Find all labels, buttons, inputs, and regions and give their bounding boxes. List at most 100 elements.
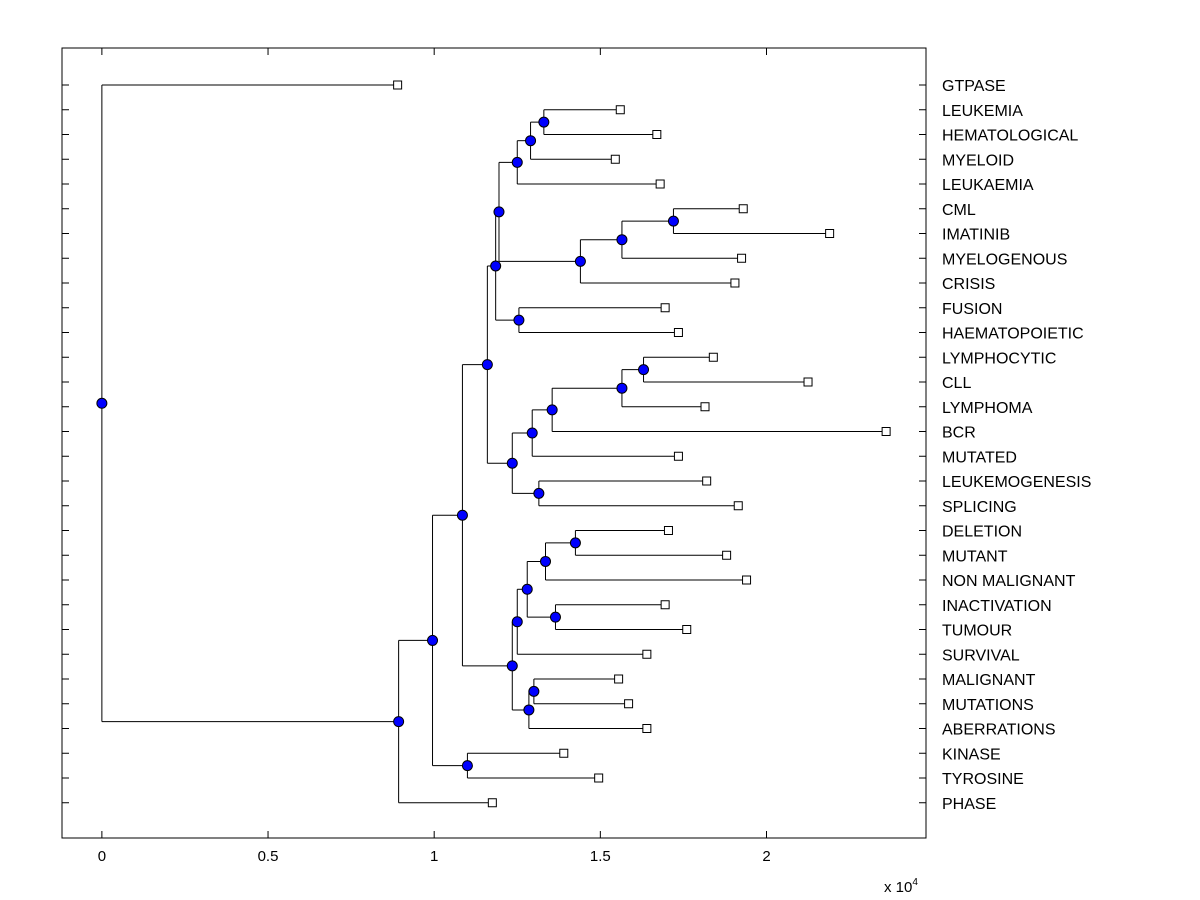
leaf-label: DELETION	[942, 524, 1022, 541]
x-tick-label: 1.5	[590, 848, 611, 865]
leaf-node	[730, 278, 740, 288]
leaf-node	[682, 625, 692, 634]
merge-node	[540, 555, 552, 567]
leaf-label: MYELOID	[942, 152, 1014, 169]
merge-node	[96, 397, 108, 409]
merge-node	[506, 660, 518, 672]
leaf-node	[393, 80, 403, 90]
leaf-label: NON MALIGNANT	[942, 573, 1076, 590]
merge-node	[525, 135, 537, 147]
merge-node	[574, 255, 586, 267]
leaf-label: MUTATED	[942, 449, 1017, 466]
x-tick-label: 0.5	[258, 848, 279, 865]
merge-node	[538, 116, 550, 128]
leaf-node	[825, 229, 835, 238]
leaf-node	[737, 253, 747, 263]
leaf-node	[559, 748, 569, 758]
merge-node	[526, 427, 538, 439]
x-axis-multiplier-base: x 10	[884, 879, 912, 896]
leaf-label: CML	[942, 202, 976, 219]
leaf-label: IMATINIB	[942, 227, 1010, 244]
leaf-node	[652, 130, 662, 139]
leaf-node	[660, 303, 670, 313]
leaf-label: LYMPHOCYTIC	[942, 350, 1056, 367]
leaf-label: HEMATOLOGICAL	[942, 128, 1078, 145]
leaf-label: CRISIS	[942, 276, 995, 293]
merge-node	[523, 704, 535, 716]
leaf-node	[660, 600, 670, 610]
leaf-label: MYELOGENOUS	[942, 251, 1067, 268]
leaf-label: LEUKAEMIA	[942, 177, 1034, 194]
leaf-node	[655, 179, 665, 189]
merge-node	[493, 206, 505, 218]
x-tick-label: 2	[762, 848, 770, 865]
x-axis-multiplier-exponent: 4	[912, 877, 918, 888]
merge-node	[481, 359, 493, 371]
merge-node	[667, 215, 679, 227]
leaf-node	[642, 724, 652, 733]
leaf-label: HAEMATOPOIETIC	[942, 326, 1084, 343]
x-tick-label: 1	[430, 848, 438, 865]
leaf-node	[624, 699, 634, 709]
x-axis-multiplier: x 104	[884, 877, 918, 896]
merge-node	[569, 537, 581, 549]
merge-node	[513, 314, 525, 326]
merge-node	[521, 583, 533, 595]
leaf-node	[722, 550, 732, 560]
leaf-node	[673, 328, 683, 337]
leaf-label: BCR	[942, 425, 976, 442]
leaf-node	[673, 451, 683, 461]
leaf-node	[738, 204, 748, 214]
leaf-label: FUSION	[942, 301, 1002, 318]
leaf-label: MALIGNANT	[942, 672, 1036, 689]
leaf-label: LEUKEMIA	[942, 103, 1023, 120]
merge-node	[393, 716, 405, 728]
merge-node	[616, 234, 628, 246]
leaf-labels: GTPASE LEUKEMIA HEMATOLOGICAL MYELOID LEUKAE…	[942, 78, 1091, 813]
leaf-label: PHASE	[942, 796, 996, 813]
leaf-label: INACTIVATION	[942, 598, 1052, 615]
leaf-node	[614, 674, 624, 684]
leaf-node	[742, 575, 752, 585]
leaf-node	[642, 649, 652, 659]
merge-node	[511, 616, 523, 628]
leaf-node	[610, 154, 620, 164]
leaf-node	[702, 476, 712, 486]
x-tick-label: 0	[98, 848, 106, 865]
leaf-node	[487, 798, 497, 808]
leaf-label: SPLICING	[942, 499, 1017, 516]
plot-frame	[61, 47, 927, 839]
leaf-node	[663, 526, 673, 535]
merge-node	[511, 156, 523, 168]
leaf-label: KINASE	[942, 746, 1001, 763]
axes: 0 0.5 1 1.5 2	[61, 47, 927, 865]
merge-node	[533, 487, 545, 499]
leaf-label: CLL	[942, 375, 971, 392]
leaf-node	[594, 773, 604, 783]
merge-node	[546, 404, 558, 416]
leaf-label: LEUKEMOGENESIS	[942, 474, 1091, 491]
leaf-label: SURVIVAL	[942, 647, 1020, 664]
leaf-label: MUTANT	[942, 548, 1008, 565]
leaf-label: TYROSINE	[942, 771, 1024, 788]
merge-node	[490, 260, 502, 272]
merge-node	[427, 634, 439, 646]
leaf-node	[881, 427, 891, 436]
merge-node	[506, 457, 518, 469]
merge-node	[616, 382, 628, 394]
leaf-label: GTPASE	[942, 78, 1006, 95]
leaf-node	[615, 105, 625, 115]
leaf-node	[708, 352, 718, 362]
leaf-node	[700, 402, 710, 412]
leaf-label: MUTATIONS	[942, 697, 1034, 714]
merge-node	[528, 685, 540, 697]
leaf-label: LYMPHOMA	[942, 400, 1033, 417]
merge-node	[638, 364, 650, 376]
merge-node	[456, 509, 468, 521]
leaf-node	[803, 377, 813, 387]
merge-node	[549, 611, 561, 623]
dendrogram-links	[101, 84, 887, 804]
dendrogram-nodes	[96, 80, 891, 808]
leaf-node	[733, 501, 743, 511]
